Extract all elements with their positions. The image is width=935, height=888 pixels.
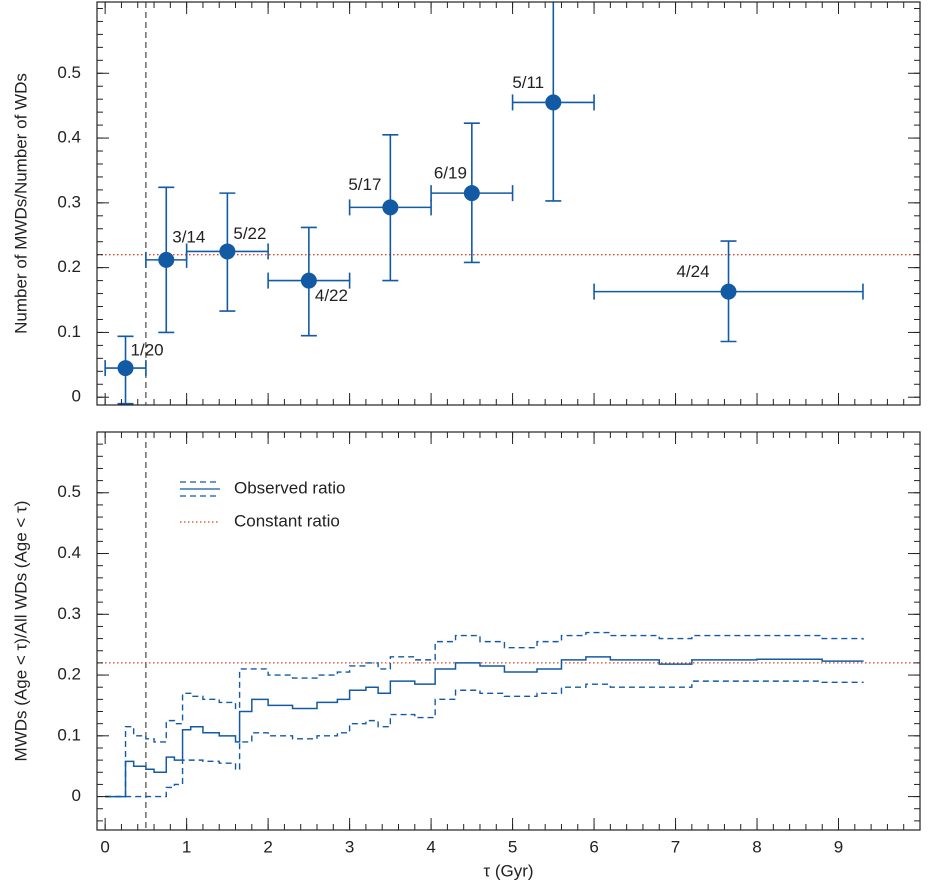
point-label: 4/24 [677, 262, 710, 281]
point-label: 1/20 [131, 341, 164, 360]
point-label: 5/22 [233, 224, 266, 243]
y-axis-label: Number of MWDs/Number of WDs [11, 73, 30, 334]
point-label: 3/14 [172, 227, 205, 246]
data-point [382, 199, 399, 216]
x-tick-label: 0 [100, 837, 109, 856]
y-tick-label: 0.4 [57, 543, 81, 562]
y-tick-label: 0.5 [57, 482, 81, 501]
plot-area [97, 432, 920, 830]
panel: 0 0.1 0.2 0.3 0.4 0.5 Number of MWDs/Number of… [11, 1, 921, 406]
point-label: 6/19 [434, 164, 467, 183]
x-axis-label: τ (Gyr) [483, 861, 533, 880]
y-tick-label: 0.5 [57, 63, 81, 82]
point-label: 4/22 [315, 286, 348, 305]
legend-label: Constant ratio [234, 511, 340, 530]
x-tick-label: 1 [182, 837, 191, 856]
x-tick-label: 5 [508, 837, 517, 856]
legend-label: Observed ratio [234, 478, 346, 497]
y-tick-label: 0.2 [57, 257, 81, 276]
y-tick-label: 0 [72, 387, 81, 406]
data-point [463, 185, 480, 202]
panel: 0 1 2 3 4 5 6 7 8 9 0 0.1 0.2 0.3 0.4 0.5 MWDs (Age < τ)… [11, 431, 921, 880]
confidence-band [105, 631, 864, 798]
confidence-band [105, 680, 864, 798]
plot-area [97, 2, 920, 405]
data-point [545, 94, 562, 111]
data-point [300, 272, 317, 289]
data-point [720, 283, 737, 300]
y-tick-label: 0.1 [57, 322, 81, 341]
x-tick-label: 4 [426, 837, 435, 856]
data-point [158, 251, 175, 268]
y-tick-label: 0.3 [57, 604, 81, 623]
ratio-line [105, 656, 864, 798]
y-tick-label: 0.3 [57, 192, 81, 211]
plot-frame [96, 431, 921, 831]
x-tick-label: 3 [345, 837, 354, 856]
x-tick-label: 9 [834, 837, 843, 856]
point-label: 5/17 [348, 175, 381, 194]
y-tick-label: 0 [72, 786, 81, 805]
x-tick-label: 8 [752, 837, 761, 856]
y-tick-label: 0.4 [57, 128, 81, 147]
x-tick-label: 2 [263, 837, 272, 856]
y-tick-label: 0.2 [57, 665, 81, 684]
y-axis-label: MWDs (Age < τ)/All WDs (Age < τ) [11, 501, 30, 762]
plot-frame [96, 1, 921, 406]
point-label: 5/11 [512, 73, 544, 92]
y-tick-label: 0.1 [57, 725, 81, 744]
data-point [117, 360, 134, 377]
x-tick-label: 6 [589, 837, 598, 856]
x-tick-label: 7 [671, 837, 680, 856]
data-point [219, 243, 236, 260]
